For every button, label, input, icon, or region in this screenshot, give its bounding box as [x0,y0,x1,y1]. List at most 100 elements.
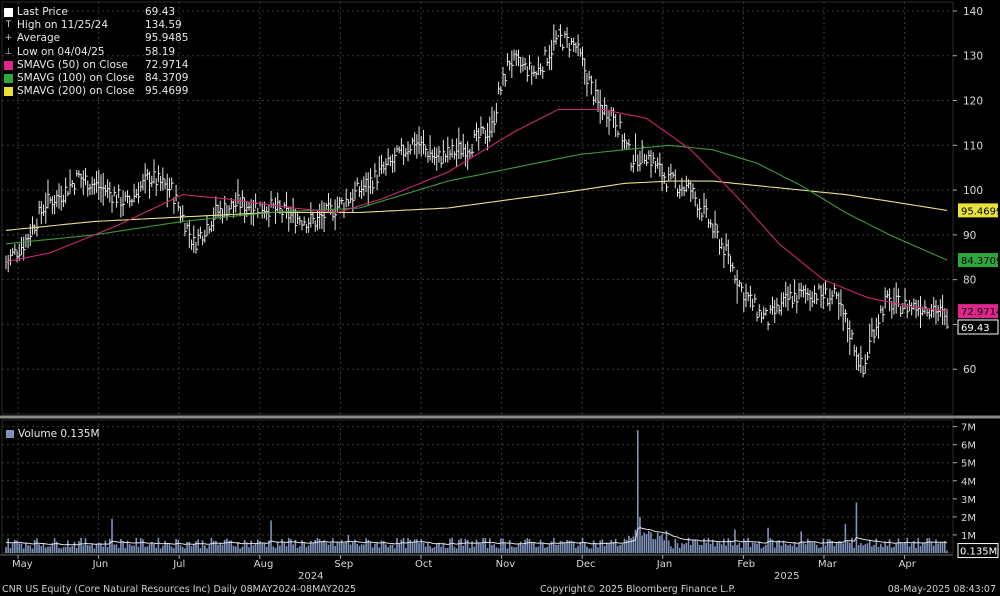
volume-bar [287,537,290,553]
volume-bar [890,547,893,553]
volume-bar [484,538,487,553]
volume-bar [798,542,800,553]
volume-bar [301,540,303,553]
legend-value: 72.9714 [145,58,189,71]
volume-bar [676,543,679,553]
volume-bar [283,542,286,553]
volume-bar [811,542,814,553]
volume-bar [285,546,288,553]
volume-bar [506,548,509,553]
volume-bar [720,544,723,553]
volume-bar [338,542,341,553]
volume-bar [27,545,29,553]
volume-bar [374,543,376,553]
volume-bar [586,546,588,553]
volume-bar [212,540,215,553]
volume-tick-label: 5M [961,459,976,470]
volume-bar [723,538,725,553]
volume-tick-label: 4M [961,477,976,488]
volume-bar [754,542,756,553]
volume-bar [572,541,575,553]
legend-label: Average [17,32,61,45]
volume-bar [97,542,100,553]
volume-bar [840,541,842,553]
volume-bar [281,539,283,553]
volume-bar [692,539,694,553]
legend-swatch [4,87,13,97]
volume-average-line [5,527,948,546]
volume-bar [142,539,144,553]
volume-bar [513,547,515,553]
volume-bar [939,541,942,553]
volume-bar [232,545,235,553]
legend-label: SMAVG (200) on Close [17,85,135,98]
month-tick-label: Apr [899,559,917,570]
volume-bar [398,543,400,553]
price-tick-label: 80 [963,275,976,287]
volume-bar [851,537,853,553]
price-tick-label: 110 [963,140,983,152]
price-tick-label: 90 [963,230,976,242]
volume-bar [846,541,849,553]
volume-bar [396,537,398,553]
volume-bar [471,541,473,553]
volume-bar [93,548,96,553]
volume-bar [725,545,727,553]
volume-bar [36,538,38,553]
volume-bar [226,538,228,553]
volume-bar [460,538,462,553]
footer-timestamp: 08-May-2025 08:43:07 [887,584,996,595]
volume-bar [906,537,909,553]
volume-bar [718,542,721,553]
legend-label: SMAVG (50) on Close [17,58,128,71]
month-tick-label: Jun [92,559,109,570]
volume-bar [334,545,336,553]
volume-bar [561,541,564,553]
volume-bar [630,538,632,553]
volume-bar [807,538,809,553]
volume-bar [789,544,791,553]
volume-bar [921,542,924,553]
volume-bar [20,543,23,553]
volume-bar [877,547,880,553]
volume-bar [862,545,864,553]
volume-tick-label: 1M [961,531,976,542]
volume-bar [756,543,758,553]
price-value-tag-label: 84.3709 [961,256,1000,267]
volume-bar [25,543,27,553]
volume-bar [100,543,102,553]
volume-panel-frame [1,419,954,554]
volume-bar [623,538,626,553]
volume-bar [290,539,292,553]
price-value-tag-label: 69.43 [961,323,990,334]
volume-bar [583,542,586,553]
month-tick-label: Mar [818,559,838,570]
volume-bar [712,539,714,553]
volume-bar [804,544,807,553]
volume-bar [868,540,871,553]
volume-bar [579,541,582,553]
volume-bar [504,542,507,553]
volume-bar [385,544,387,553]
volume-bar [393,548,396,553]
volume-bar [913,540,915,553]
volume-bar [884,541,886,553]
volume-bar [762,546,765,553]
volume-bar [318,538,321,553]
volume-bar [47,546,49,553]
volume-bar [517,543,520,553]
volume-bar [502,538,504,553]
month-tick-label: Nov [496,559,516,570]
volume-bar [424,546,427,553]
volume-bar [570,540,573,553]
volume-bar [230,540,233,553]
volume-bar [234,546,237,553]
volume-bar [469,547,471,553]
legend-glyph: + [4,33,13,44]
volume-bar [835,542,838,553]
volume-bar [930,542,933,553]
volume-bar [146,546,149,553]
volume-bar [201,540,204,553]
volume-bar [537,546,540,553]
volume-bar [44,547,47,553]
